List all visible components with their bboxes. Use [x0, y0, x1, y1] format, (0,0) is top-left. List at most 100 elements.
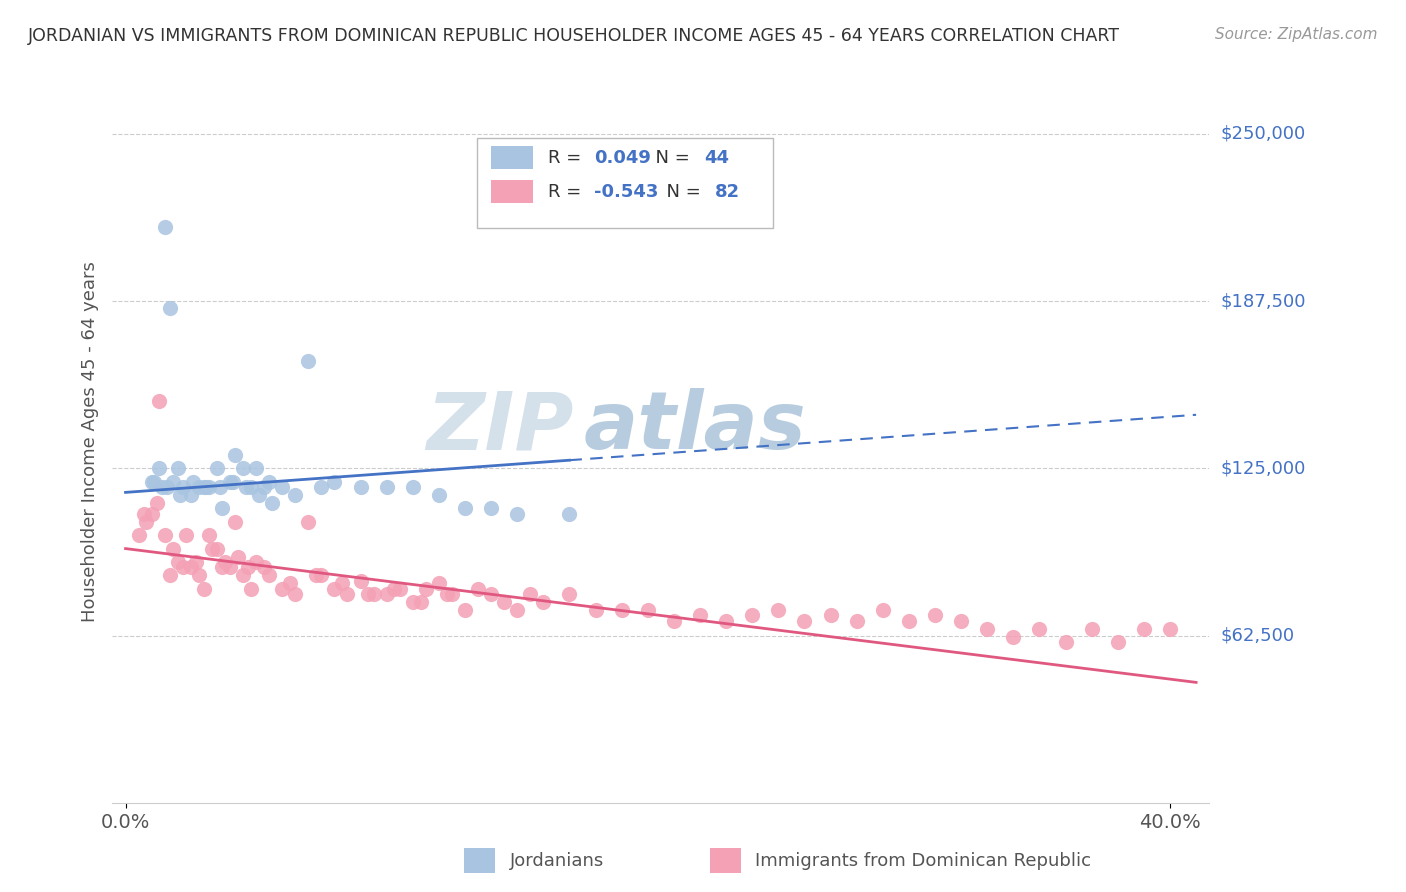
Point — [159, 301, 181, 315]
Point — [224, 515, 246, 529]
Point — [637, 603, 659, 617]
Point — [323, 475, 346, 489]
Text: -0.543: -0.543 — [593, 183, 658, 201]
Point — [924, 608, 946, 623]
Point — [440, 587, 463, 601]
Text: Source: ZipAtlas.com: Source: ZipAtlas.com — [1215, 27, 1378, 42]
Text: $125,000: $125,000 — [1220, 459, 1306, 477]
Text: $250,000: $250,000 — [1220, 125, 1305, 143]
Point — [384, 582, 406, 596]
Text: $187,500: $187,500 — [1220, 292, 1306, 310]
Point — [141, 507, 163, 521]
Point — [531, 595, 554, 609]
Point — [305, 568, 328, 582]
Point — [135, 515, 157, 529]
Point — [427, 488, 450, 502]
Point — [714, 614, 737, 628]
Point — [253, 560, 276, 574]
Point — [402, 480, 425, 494]
Point — [297, 515, 319, 529]
Point — [148, 461, 170, 475]
Point — [585, 603, 607, 617]
Point — [153, 528, 176, 542]
Point — [506, 507, 529, 521]
Point — [872, 603, 894, 617]
Point — [219, 475, 242, 489]
Point — [506, 603, 529, 617]
Point — [235, 480, 257, 494]
Point — [201, 541, 224, 556]
Point — [253, 480, 276, 494]
Point — [271, 480, 294, 494]
Point — [214, 555, 236, 569]
Point — [375, 587, 398, 601]
Point — [198, 480, 221, 494]
Point — [415, 582, 437, 596]
Point — [349, 480, 371, 494]
Text: 82: 82 — [714, 183, 740, 201]
Point — [278, 576, 301, 591]
Point — [479, 501, 502, 516]
Point — [198, 528, 221, 542]
Point — [409, 595, 432, 609]
Point — [211, 560, 233, 574]
Point — [357, 587, 380, 601]
Point — [239, 480, 262, 494]
Point — [172, 480, 194, 494]
Point — [436, 587, 458, 601]
Text: JORDANIAN VS IMMIGRANTS FROM DOMINICAN REPUBLIC HOUSEHOLDER INCOME AGES 45 - 64 : JORDANIAN VS IMMIGRANTS FROM DOMINICAN R… — [28, 27, 1121, 45]
Point — [224, 448, 246, 462]
Point — [180, 560, 202, 574]
FancyBboxPatch shape — [491, 180, 533, 203]
Point — [897, 614, 920, 628]
Point — [271, 582, 294, 596]
Point — [260, 496, 283, 510]
Point — [156, 480, 179, 494]
Point — [1159, 622, 1181, 636]
Point — [610, 603, 633, 617]
Point — [193, 480, 215, 494]
Text: N =: N = — [644, 149, 696, 167]
Point — [363, 587, 385, 601]
Point — [820, 608, 842, 623]
Text: Jordanians: Jordanians — [510, 852, 605, 870]
Point — [187, 568, 209, 582]
Point — [330, 576, 353, 591]
Point — [311, 480, 333, 494]
Point — [247, 488, 270, 502]
Point — [162, 541, 184, 556]
Point — [388, 582, 411, 596]
Point — [1107, 635, 1129, 649]
Point — [169, 488, 191, 502]
Point — [205, 461, 228, 475]
Point — [349, 574, 371, 588]
Point — [741, 608, 763, 623]
Point — [148, 394, 170, 409]
Point — [132, 507, 155, 521]
Point — [245, 461, 267, 475]
Point — [427, 576, 450, 591]
Point — [467, 582, 489, 596]
Point — [153, 220, 176, 235]
Text: 44: 44 — [704, 149, 730, 167]
Text: Immigrants from Dominican Republic: Immigrants from Dominican Republic — [755, 852, 1091, 870]
Point — [219, 560, 242, 574]
Point — [284, 587, 307, 601]
Text: R =: R = — [548, 183, 586, 201]
Point — [662, 614, 685, 628]
Point — [768, 603, 790, 617]
Point — [166, 555, 188, 569]
Text: atlas: atlas — [583, 388, 807, 467]
Point — [479, 587, 502, 601]
Point — [162, 475, 184, 489]
Text: ZIP: ZIP — [426, 388, 574, 467]
FancyBboxPatch shape — [477, 138, 773, 228]
Point — [1133, 622, 1156, 636]
Point — [211, 501, 233, 516]
Point — [187, 480, 209, 494]
Point — [159, 568, 181, 582]
Point — [950, 614, 973, 628]
Text: N =: N = — [655, 183, 707, 201]
Point — [845, 614, 868, 628]
Point — [174, 528, 197, 542]
